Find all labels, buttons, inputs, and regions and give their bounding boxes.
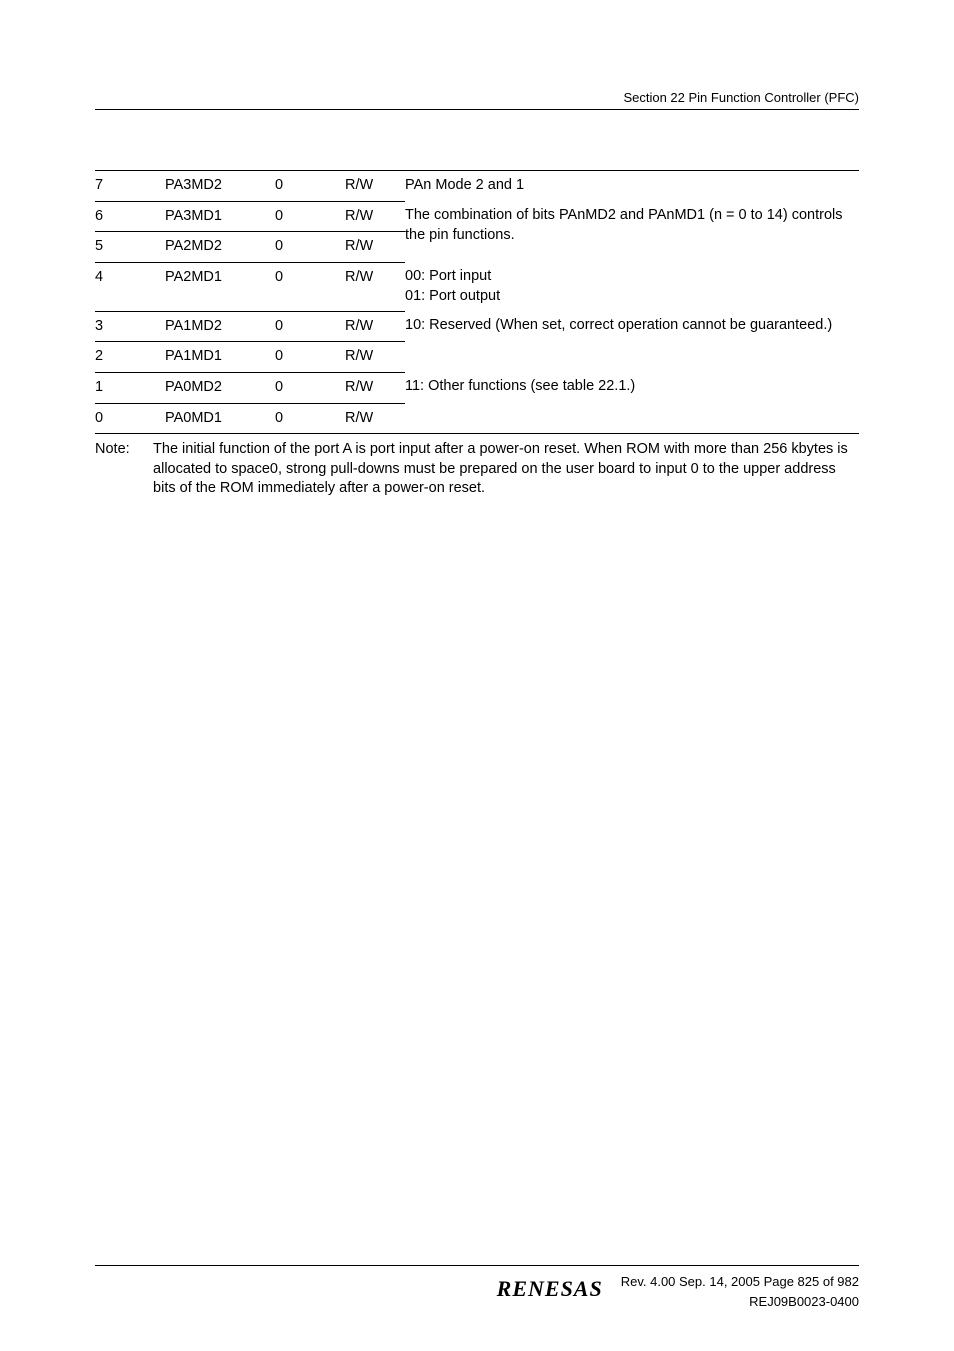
section-header: Section 22 Pin Function Controller (PFC)	[95, 90, 859, 110]
cell-rw: R/W	[345, 403, 405, 434]
cell-desc: The combination of bits PAnMD2 and PAnMD…	[405, 201, 859, 262]
cell-name: PA3MD1	[165, 201, 275, 232]
cell-rw: R/W	[345, 201, 405, 232]
cell-name: PA0MD1	[165, 403, 275, 434]
renesas-logo: RENESAS	[497, 1272, 603, 1302]
cell-rw: R/W	[345, 262, 405, 311]
desc-line: 01: Port output	[405, 288, 500, 304]
table-row: 1 PA0MD2 0 R/W 11: Other functions (see …	[95, 372, 859, 403]
cell-rw: R/W	[345, 372, 405, 403]
table-row: 4 PA2MD1 0 R/W 00: Port input 01: Port o…	[95, 262, 859, 311]
footer-line2: REJ09B0023-0400	[749, 1294, 859, 1309]
table-row: 0 PA0MD1 0 R/W	[95, 403, 859, 434]
cell-bit: 7	[95, 171, 165, 202]
cell-init: 0	[275, 171, 345, 202]
cell-init: 0	[275, 342, 345, 373]
cell-desc: 10: Reserved (When set, correct operatio…	[405, 311, 859, 372]
cell-init: 0	[275, 201, 345, 232]
note-label: Note:	[95, 440, 149, 460]
footer-text: Rev. 4.00 Sep. 14, 2005 Page 825 of 982 …	[621, 1272, 859, 1311]
cell-bit: 4	[95, 262, 165, 311]
cell-bit: 5	[95, 232, 165, 263]
cell-init: 0	[275, 232, 345, 263]
desc-line: 00: Port input	[405, 268, 491, 284]
cell-name: PA2MD2	[165, 232, 275, 263]
cell-init: 0	[275, 372, 345, 403]
cell-bit: 2	[95, 342, 165, 373]
cell-rw: R/W	[345, 171, 405, 202]
page-footer: RENESAS Rev. 4.00 Sep. 14, 2005 Page 825…	[95, 1265, 859, 1311]
cell-rw: R/W	[345, 311, 405, 342]
register-table: 7 PA3MD2 0 R/W PAn Mode 2 and 1 6 PA3MD1…	[95, 170, 859, 434]
table-row: 3 PA1MD2 0 R/W 10: Reserved (When set, c…	[95, 311, 859, 342]
cell-rw: R/W	[345, 232, 405, 263]
cell-name: PA0MD2	[165, 372, 275, 403]
cell-bit: 1	[95, 372, 165, 403]
cell-name: PA1MD1	[165, 342, 275, 373]
cell-desc-title: PAn Mode 2 and 1	[405, 171, 859, 202]
page-container: Section 22 Pin Function Controller (PFC)…	[0, 0, 954, 1351]
cell-bit: 3	[95, 311, 165, 342]
cell-name: PA2MD1	[165, 262, 275, 311]
table-row: 6 PA3MD1 0 R/W The combination of bits P…	[95, 201, 859, 232]
cell-init: 0	[275, 311, 345, 342]
table-row: 7 PA3MD2 0 R/W PAn Mode 2 and 1	[95, 171, 859, 202]
cell-rw: R/W	[345, 342, 405, 373]
cell-desc-empty	[405, 403, 859, 434]
cell-name: PA1MD2	[165, 311, 275, 342]
cell-desc: 00: Port input 01: Port output	[405, 262, 859, 311]
cell-desc: 11: Other functions (see table 22.1.)	[405, 372, 859, 403]
cell-bit: 6	[95, 201, 165, 232]
cell-init: 0	[275, 262, 345, 311]
cell-init: 0	[275, 403, 345, 434]
footer-line1: Rev. 4.00 Sep. 14, 2005 Page 825 of 982	[621, 1274, 859, 1289]
note-block: Note: The initial function of the port A…	[95, 440, 859, 499]
cell-bit: 0	[95, 403, 165, 434]
cell-name: PA3MD2	[165, 171, 275, 202]
note-text: The initial function of the port A is po…	[153, 440, 857, 499]
